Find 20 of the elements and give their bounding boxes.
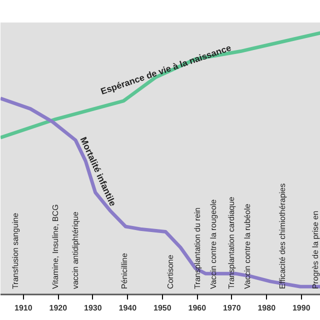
x-tick-label: 1960 <box>188 304 207 312</box>
annotation: Pénicilline <box>120 252 129 290</box>
x-tick-label: 1940 <box>118 304 138 312</box>
x-tick-label: 1950 <box>154 304 172 312</box>
annotation: Vaccin contre la rougeole <box>209 198 218 290</box>
annotation: vaccin antidiphtérique <box>71 211 80 290</box>
annotation: Cortisone <box>166 254 175 290</box>
x-tick-label: 1930 <box>84 304 102 312</box>
annotation: Vaccin contre la rubéole <box>243 203 252 290</box>
annotation: Transfusion sanguine <box>11 212 20 290</box>
annotation: Progrès de la prise en <box>311 210 320 290</box>
annotation: Transplantation cardiaque <box>227 196 236 290</box>
annotation: Efficacité des chimiothérapies <box>278 183 287 290</box>
annotation: Vitamine, Insuline, BCG <box>51 204 60 290</box>
annotation: Transplantation du rein <box>193 208 202 290</box>
x-tick-label: 1920 <box>49 304 68 312</box>
x-tick-label: 1990 <box>292 304 311 312</box>
x-tick-label: 1980 <box>258 304 276 312</box>
x-tick-label: 1910 <box>14 304 33 312</box>
x-tick-label: 1970 <box>223 304 242 312</box>
